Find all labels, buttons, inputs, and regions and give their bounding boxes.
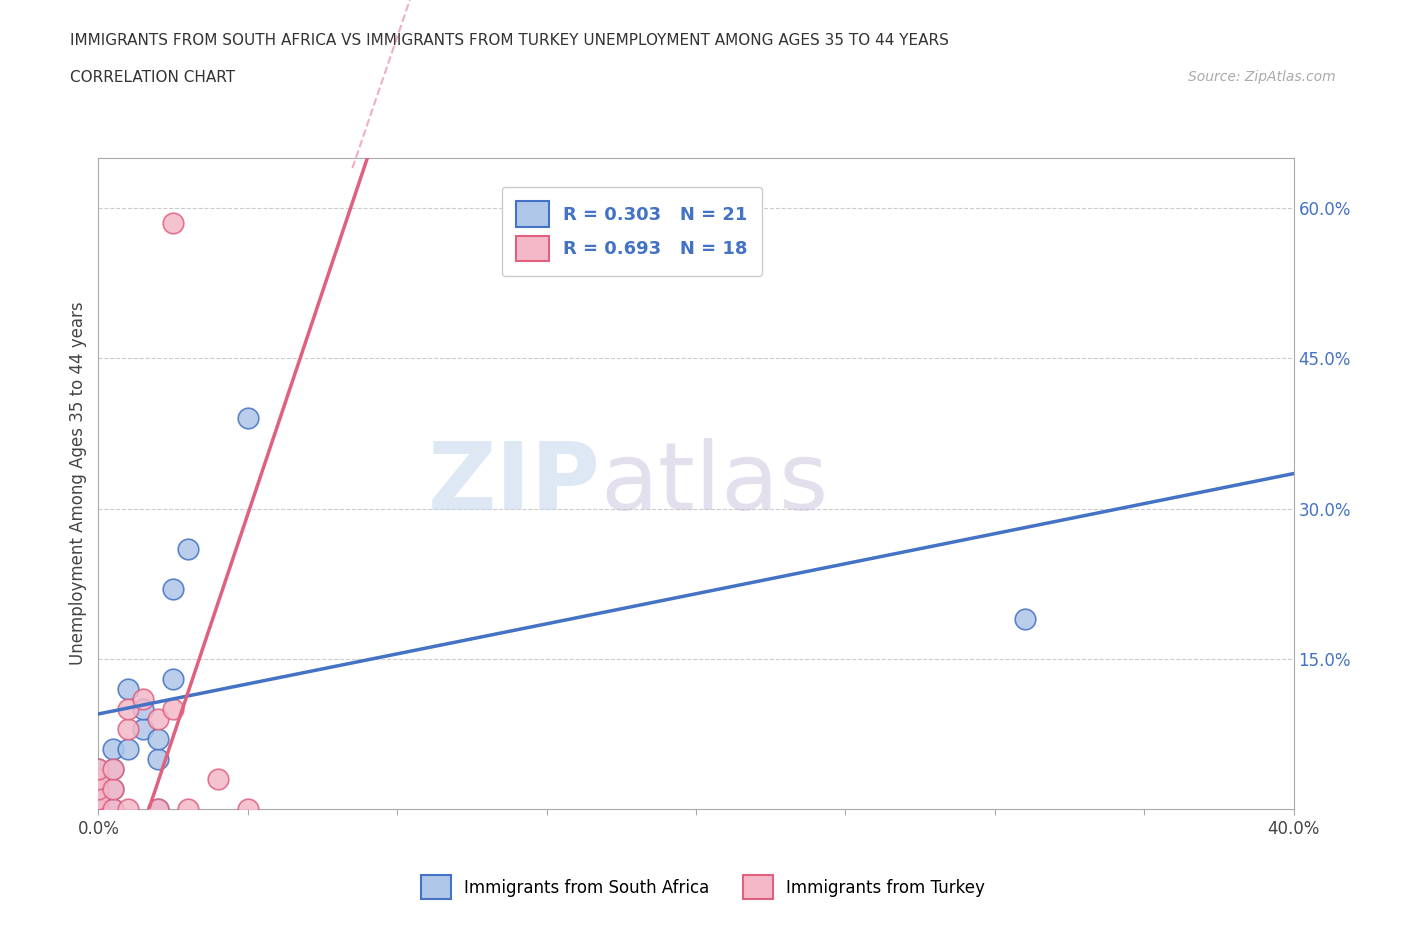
- Point: [87, 762, 110, 777]
- Text: CORRELATION CHART: CORRELATION CHART: [70, 70, 235, 85]
- Point: [117, 682, 139, 697]
- Point: [148, 802, 170, 817]
- Point: [162, 701, 184, 716]
- Legend: R = 0.303   N = 21, R = 0.693   N = 18: R = 0.303 N = 21, R = 0.693 N = 18: [502, 187, 762, 275]
- Point: [162, 581, 184, 596]
- Point: [117, 701, 139, 716]
- Point: [177, 541, 200, 556]
- Point: [103, 781, 125, 796]
- Point: [117, 722, 139, 737]
- Point: [87, 772, 110, 787]
- Text: atlas: atlas: [600, 438, 828, 529]
- Point: [87, 802, 110, 817]
- Point: [148, 751, 170, 766]
- Point: [103, 802, 125, 817]
- Point: [236, 411, 259, 426]
- Point: [148, 732, 170, 747]
- Point: [162, 216, 184, 231]
- Point: [103, 762, 125, 777]
- Point: [148, 711, 170, 726]
- Text: ZIP: ZIP: [427, 438, 600, 529]
- Point: [87, 762, 110, 777]
- Point: [236, 802, 259, 817]
- Point: [132, 722, 155, 737]
- Point: [103, 741, 125, 756]
- Point: [148, 802, 170, 817]
- Point: [87, 791, 110, 806]
- Point: [207, 772, 229, 787]
- Point: [103, 802, 125, 817]
- Point: [1014, 611, 1036, 626]
- Point: [117, 802, 139, 817]
- Y-axis label: Unemployment Among Ages 35 to 44 years: Unemployment Among Ages 35 to 44 years: [69, 302, 87, 665]
- Point: [117, 741, 139, 756]
- Point: [162, 671, 184, 686]
- Point: [103, 762, 125, 777]
- Point: [177, 802, 200, 817]
- Point: [132, 701, 155, 716]
- Point: [132, 692, 155, 707]
- Point: [87, 772, 110, 787]
- Text: Source: ZipAtlas.com: Source: ZipAtlas.com: [1188, 70, 1336, 84]
- Text: IMMIGRANTS FROM SOUTH AFRICA VS IMMIGRANTS FROM TURKEY UNEMPLOYMENT AMONG AGES 3: IMMIGRANTS FROM SOUTH AFRICA VS IMMIGRAN…: [70, 33, 949, 47]
- Point: [103, 781, 125, 796]
- Point: [87, 791, 110, 806]
- Point: [87, 781, 110, 796]
- Legend: Immigrants from South Africa, Immigrants from Turkey: Immigrants from South Africa, Immigrants…: [408, 862, 998, 912]
- Point: [87, 802, 110, 817]
- Point: [87, 781, 110, 796]
